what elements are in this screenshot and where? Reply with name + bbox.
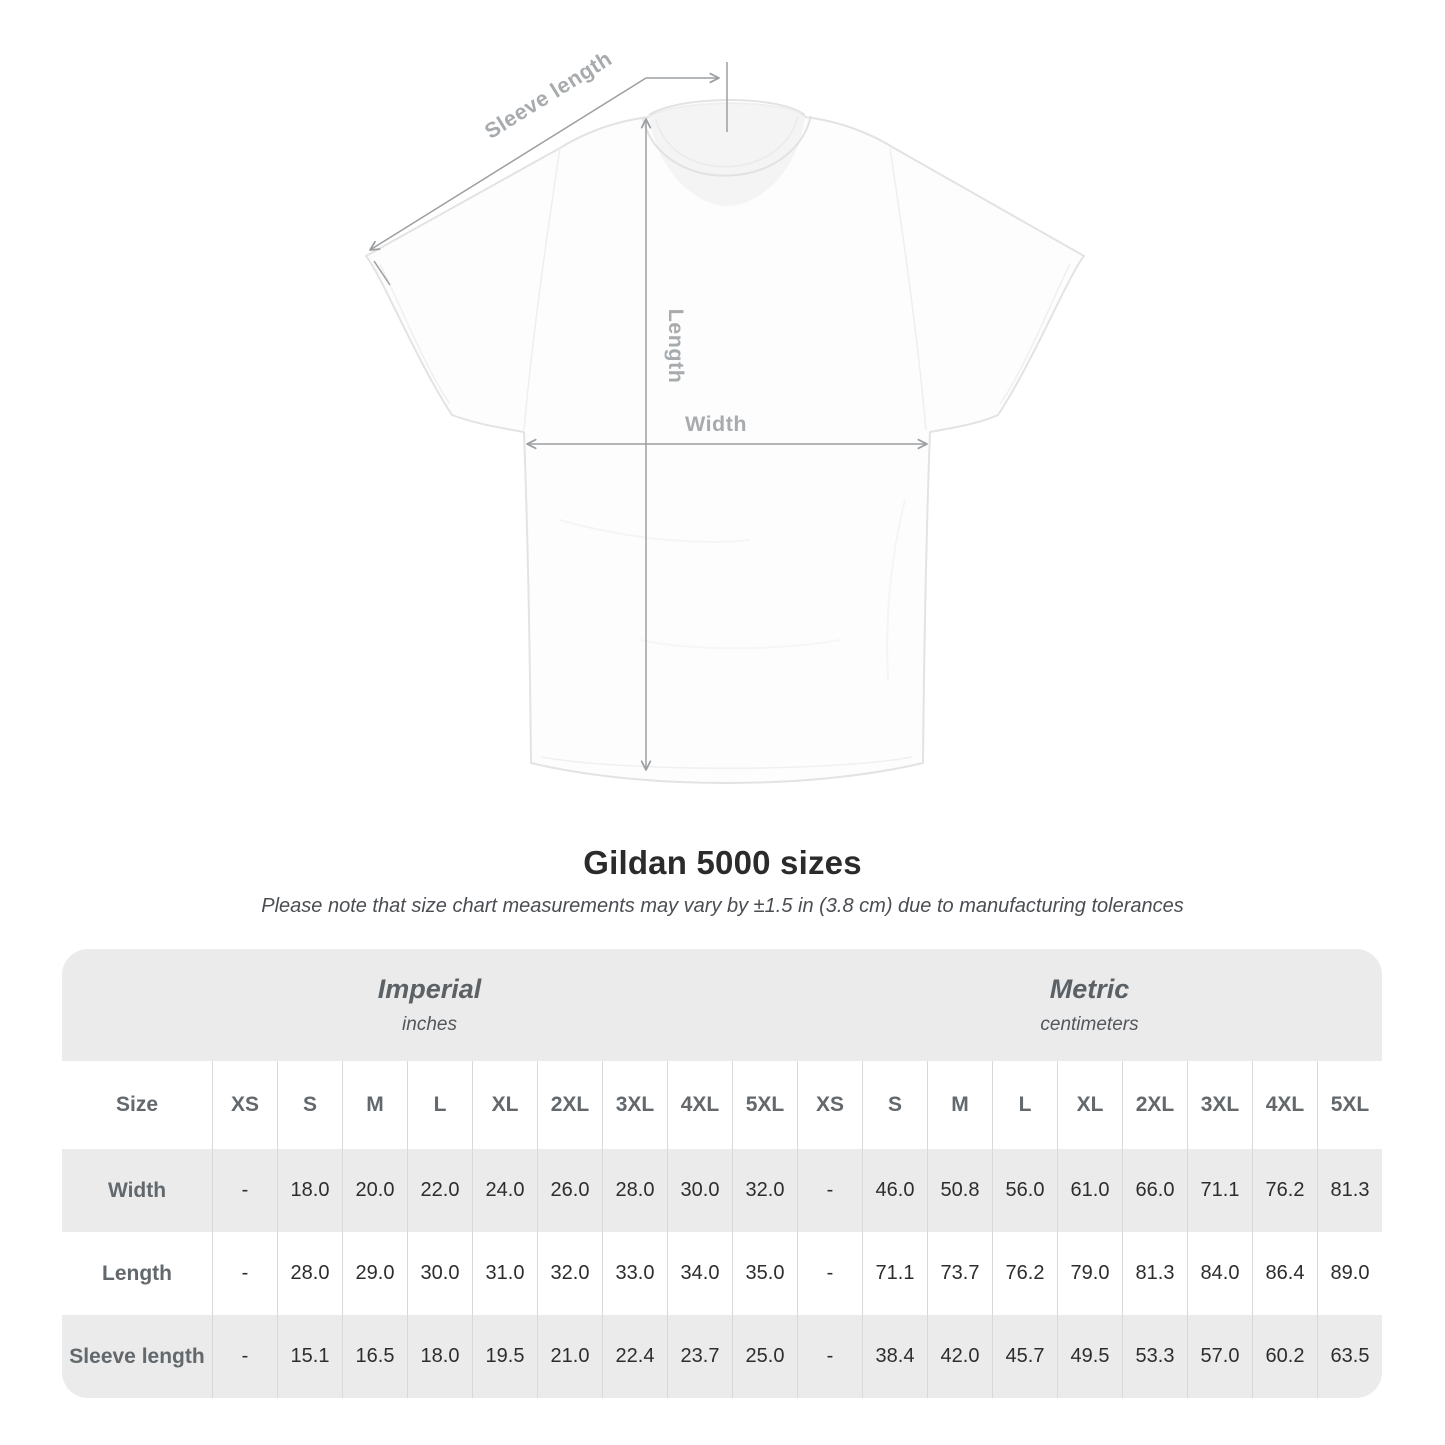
size-header-cell: L [992, 1061, 1057, 1149]
value-cell: 35.0 [732, 1232, 797, 1315]
tolerance-note: Please note that size chart measurements… [261, 895, 1184, 917]
value-cell: 25.0 [732, 1315, 797, 1398]
tshirt-image [365, 99, 1085, 784]
value-cell: 42.0 [927, 1315, 992, 1398]
value-cell: 18.0 [407, 1315, 472, 1398]
metric-group-header: Metric centimeters [797, 949, 1382, 1061]
value-cell: 22.4 [602, 1315, 667, 1398]
value-cell: 66.0 [1122, 1149, 1187, 1232]
width-label: Width [685, 412, 747, 436]
value-cell: 71.1 [1187, 1149, 1252, 1232]
value-cell: 18.0 [277, 1149, 342, 1232]
value-cell: 50.8 [927, 1149, 992, 1232]
size-header-cell: 2XL [537, 1061, 602, 1149]
value-cell: - [212, 1232, 277, 1315]
tshirt-diagram: Sleeve length Length Width [365, 46, 1085, 784]
value-cell: 28.0 [602, 1149, 667, 1232]
metric-title: Metric [1049, 974, 1130, 1004]
page-title: Gildan 5000 sizes [583, 844, 862, 881]
value-cell: 71.1 [862, 1232, 927, 1315]
row-label: Sleeve length [69, 1344, 205, 1368]
value-cell: 56.0 [992, 1149, 1057, 1232]
length-row: Length - 28.0 29.0 30.0 31.0 32.0 33.0 3… [62, 1232, 1382, 1315]
value-cell: - [212, 1149, 277, 1232]
value-cell: 33.0 [602, 1232, 667, 1315]
value-cell: - [212, 1315, 277, 1398]
size-header-cell: S [862, 1061, 927, 1149]
value-cell: 76.2 [1252, 1149, 1317, 1232]
value-cell: 16.5 [342, 1315, 407, 1398]
value-cell: 26.0 [537, 1149, 602, 1232]
length-label: Length [664, 309, 688, 384]
size-header-cell: XS [797, 1061, 862, 1149]
value-cell: 15.1 [277, 1315, 342, 1398]
width-row: Width - 18.0 20.0 22.0 24.0 26.0 28.0 30… [62, 1149, 1382, 1232]
value-cell: 49.5 [1057, 1315, 1122, 1398]
size-column-header: Size [115, 1093, 159, 1116]
size-header-cell: XL [1057, 1061, 1122, 1149]
size-header-cell: 4XL [1252, 1061, 1317, 1149]
size-header-cell: M [342, 1061, 407, 1149]
tshirt-diagram-svg: Sleeve length Length Width [365, 46, 1085, 784]
value-cell: 30.0 [667, 1149, 732, 1232]
value-cell: 81.3 [1317, 1149, 1382, 1232]
value-cell: 31.0 [472, 1232, 537, 1315]
dimension-lines [369, 62, 928, 771]
imperial-unit: inches [402, 1014, 457, 1035]
size-header-cell: 3XL [602, 1061, 667, 1149]
imperial-title: Imperial [377, 974, 482, 1004]
size-header-cell: 3XL [1187, 1061, 1252, 1149]
value-cell: 32.0 [732, 1149, 797, 1232]
size-header-row: Size XS S M L XL 2XL 3XL 4XL 5XL XS S M … [62, 1061, 1382, 1149]
size-table: Imperial inches Metric centimeters Size … [62, 949, 1382, 1398]
value-cell: 21.0 [537, 1315, 602, 1398]
value-cell: 22.0 [407, 1149, 472, 1232]
value-cell: 45.7 [992, 1315, 1057, 1398]
value-cell: 53.3 [1122, 1315, 1187, 1398]
value-cell: 81.3 [1122, 1232, 1187, 1315]
value-cell: - [797, 1149, 862, 1232]
size-header-cell: XS [212, 1061, 277, 1149]
row-label: Width [107, 1178, 167, 1202]
value-cell: 79.0 [1057, 1232, 1122, 1315]
size-header-cell: 5XL [1317, 1061, 1382, 1149]
value-cell: 76.2 [992, 1232, 1057, 1315]
value-cell: 73.7 [927, 1232, 992, 1315]
size-header-cell: S [277, 1061, 342, 1149]
metric-unit: centimeters [1040, 1014, 1139, 1035]
value-cell: 24.0 [472, 1149, 537, 1232]
value-cell: 46.0 [862, 1149, 927, 1232]
size-header-cell: 4XL [667, 1061, 732, 1149]
value-cell: 23.7 [667, 1315, 732, 1398]
value-cell: 89.0 [1317, 1232, 1382, 1315]
value-cell: 30.0 [407, 1232, 472, 1315]
unit-band: Imperial inches Metric centimeters [62, 949, 1382, 1061]
sleeve-length-row: Sleeve length - 15.1 16.5 18.0 19.5 21.0… [62, 1315, 1382, 1398]
sleeve-length-dimension-line [369, 77, 647, 251]
value-cell: 32.0 [537, 1232, 602, 1315]
value-cell: - [797, 1315, 862, 1398]
value-cell: 63.5 [1317, 1315, 1382, 1398]
row-label: Length [102, 1261, 172, 1285]
value-cell: 20.0 [342, 1149, 407, 1232]
size-header-cell: XL [472, 1061, 537, 1149]
size-header-cell: 2XL [1122, 1061, 1187, 1149]
value-cell: 61.0 [1057, 1149, 1122, 1232]
value-cell: 86.4 [1252, 1232, 1317, 1315]
value-cell: 29.0 [342, 1232, 407, 1315]
value-cell: 28.0 [277, 1232, 342, 1315]
value-cell: 84.0 [1187, 1232, 1252, 1315]
sleeve-tip-extension-line [373, 260, 391, 286]
value-cell: 34.0 [667, 1232, 732, 1315]
value-cell: 19.5 [472, 1315, 537, 1398]
size-header-cell: 5XL [732, 1061, 797, 1149]
value-cell: 60.2 [1252, 1315, 1317, 1398]
value-cell: 38.4 [862, 1315, 927, 1398]
value-cell: 57.0 [1187, 1315, 1252, 1398]
imperial-group-header: Imperial inches [62, 949, 797, 1061]
value-cell: - [797, 1232, 862, 1315]
size-header-cell: L [407, 1061, 472, 1149]
size-header-cell: M [927, 1061, 992, 1149]
